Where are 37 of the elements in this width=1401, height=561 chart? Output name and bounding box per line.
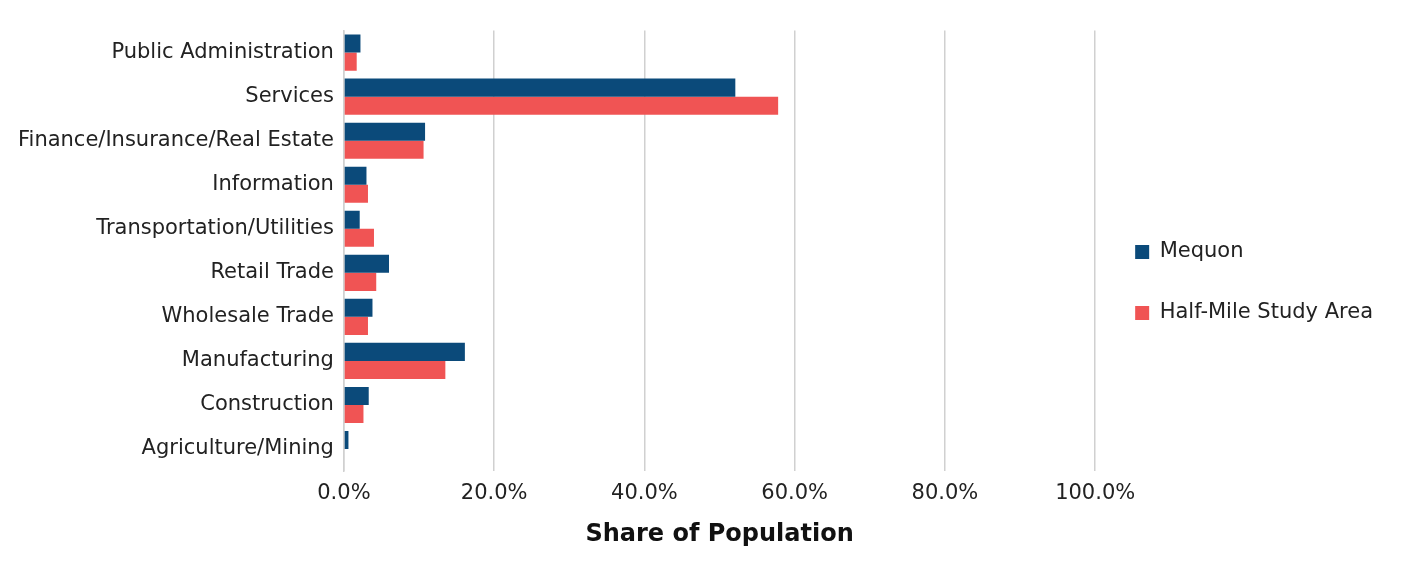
legend-label: Mequon [1159,238,1244,263]
y-tick-label: Construction [200,391,334,416]
bar [344,298,373,317]
bar [344,316,368,335]
bar [344,404,364,423]
y-tick-label: Retail Trade [210,259,334,284]
bar [344,272,377,291]
bar [344,140,424,159]
y-tick-label: Finance/Insurance/Real Estate [18,127,334,152]
y-tick-label: Manufacturing [181,347,334,372]
x-tick-label: 0.0% [317,480,371,505]
x-tick-label: 100.0% [1055,480,1136,505]
y-tick-label: Agriculture/Mining [141,435,334,460]
bar [344,122,426,141]
x-tick-label: 60.0% [761,480,829,505]
x-tick-label: 20.0% [460,480,528,505]
bar [344,184,368,203]
y-tick-label: Transportation/Utilities [95,215,334,240]
bar [344,360,446,379]
bar [344,254,390,273]
bar [344,386,369,405]
y-tick-label: Services [245,83,334,108]
bar [344,342,465,361]
bar [344,52,357,71]
bar [344,228,374,247]
bar [344,210,360,229]
bar [344,34,361,53]
y-tick-label: Information [212,171,334,196]
bar [344,96,779,115]
bar [344,78,736,97]
x-axis-title: Share of Population [585,518,854,547]
y-tick-label: Public Administration [111,39,334,64]
x-tick-label: 40.0% [611,480,678,505]
bar [344,166,367,185]
x-tick-label: 80.0% [911,480,979,505]
legend-label: Half-Mile Study Area [1159,299,1374,324]
y-tick-label: Wholesale Trade [161,303,334,328]
